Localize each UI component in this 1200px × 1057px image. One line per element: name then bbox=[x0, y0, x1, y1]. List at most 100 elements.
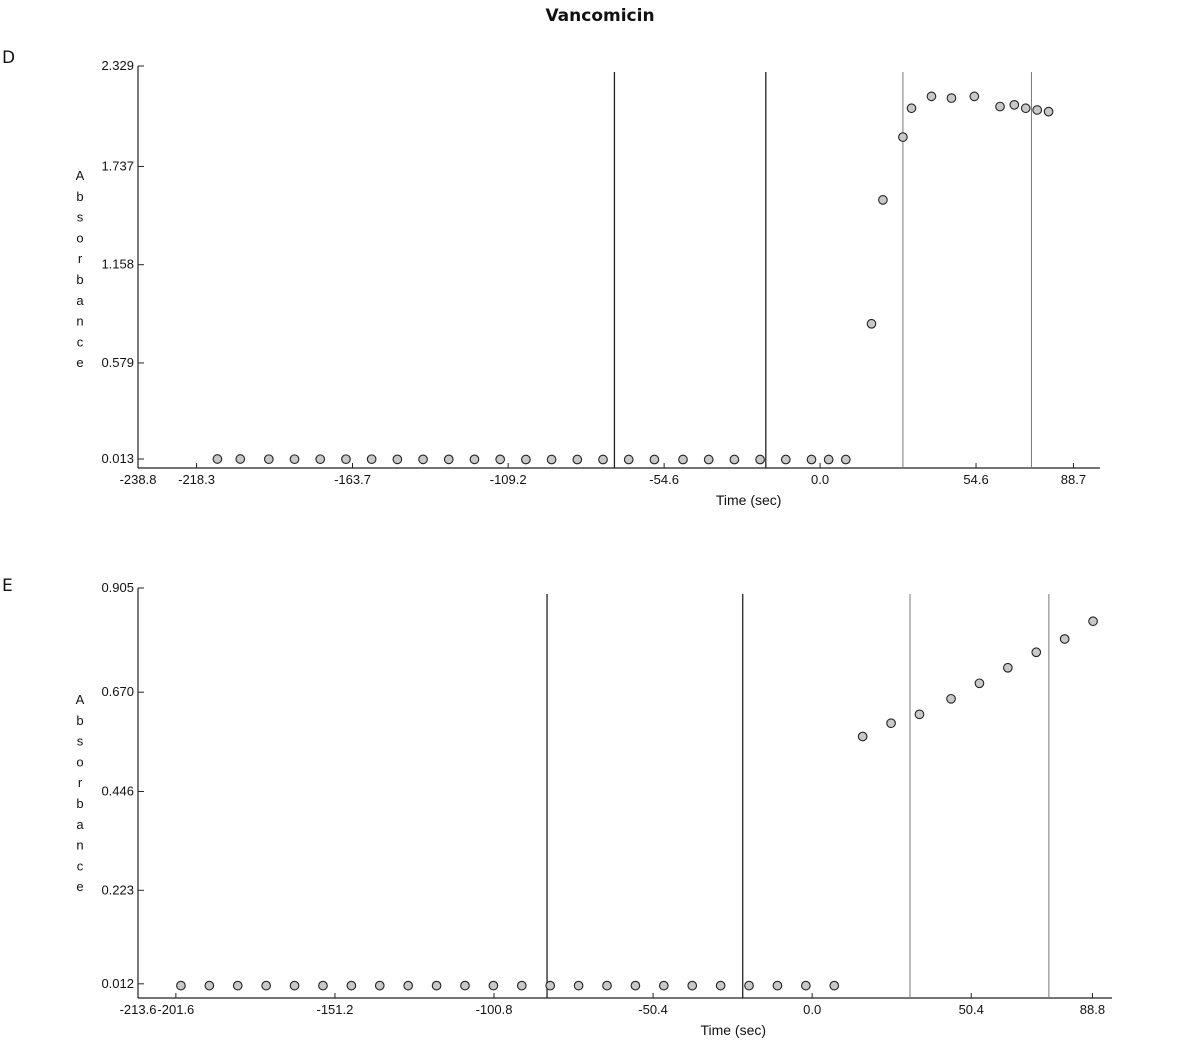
y-tick-label: 1.737 bbox=[101, 158, 134, 173]
data-point bbox=[772, 980, 783, 991]
data-point bbox=[572, 454, 583, 465]
x-tick-label: 0.0 bbox=[803, 1002, 821, 1017]
data-point bbox=[914, 709, 925, 720]
x-tick-label: -213.6 bbox=[120, 1002, 157, 1017]
data-point bbox=[176, 980, 186, 991]
data-point bbox=[545, 980, 556, 991]
data-point bbox=[744, 980, 754, 991]
data-point bbox=[806, 454, 817, 465]
data-point bbox=[392, 454, 403, 465]
data-point bbox=[658, 980, 669, 991]
data-point bbox=[521, 454, 531, 465]
data-point bbox=[516, 980, 527, 991]
data-point bbox=[495, 454, 506, 465]
data-point bbox=[623, 454, 634, 465]
absorbance-chart-e: 0.012 0.223 0.446 0.670 0.905 -213.6 -201.6 -15… bbox=[76, 580, 1112, 1038]
data-point bbox=[678, 454, 688, 465]
data-point bbox=[431, 980, 442, 991]
data-point bbox=[1032, 105, 1043, 115]
data-point bbox=[204, 980, 215, 991]
data-point bbox=[315, 454, 326, 465]
data-point bbox=[235, 454, 246, 464]
data-point bbox=[1088, 616, 1098, 627]
data-point bbox=[715, 980, 726, 991]
data-point bbox=[602, 980, 612, 991]
data-point bbox=[289, 980, 300, 991]
data-point bbox=[687, 980, 698, 991]
x-tick-label: -163.7 bbox=[334, 472, 371, 487]
data-point bbox=[418, 454, 428, 465]
data-point bbox=[780, 454, 791, 465]
x-tick-label: -151.2 bbox=[317, 1002, 354, 1017]
y-tick-label: 0.905 bbox=[101, 580, 134, 595]
x-axis-title: Time (sec) bbox=[700, 1022, 766, 1038]
data-point bbox=[374, 980, 385, 991]
data-point bbox=[488, 980, 499, 991]
x-tick-label: -109.2 bbox=[490, 472, 527, 487]
x-tick-label: 50.4 bbox=[959, 1002, 984, 1017]
data-point bbox=[318, 980, 328, 991]
x-tick-label: 88.8 bbox=[1080, 1002, 1105, 1017]
data-point bbox=[469, 454, 480, 465]
data-point bbox=[823, 454, 834, 465]
panel-label-d: D bbox=[2, 48, 16, 68]
data-point bbox=[1059, 634, 1070, 644]
data-point bbox=[926, 91, 937, 102]
data-point bbox=[974, 678, 985, 689]
data-point bbox=[703, 454, 714, 465]
y-tick-label: 0.013 bbox=[101, 451, 134, 466]
data-point bbox=[866, 318, 877, 329]
data-point bbox=[857, 731, 868, 742]
data-point bbox=[969, 91, 980, 102]
data-point bbox=[460, 980, 470, 991]
data-point bbox=[573, 980, 584, 991]
x-tick-label: 0.0 bbox=[811, 472, 829, 487]
x-tick-label: -100.8 bbox=[476, 1002, 513, 1017]
data-point bbox=[289, 454, 300, 465]
data-point bbox=[946, 93, 957, 103]
data-point bbox=[729, 454, 740, 465]
figure-title: Vancomicin bbox=[545, 6, 655, 26]
data-point bbox=[598, 454, 608, 465]
data-point bbox=[1043, 106, 1054, 117]
data-point bbox=[878, 195, 888, 205]
y-tick-label: 0.579 bbox=[101, 355, 134, 370]
data-point bbox=[946, 693, 956, 704]
data-point bbox=[263, 454, 274, 465]
data-point bbox=[232, 980, 243, 991]
data-point bbox=[898, 132, 908, 142]
x-tick-label: 88.7 bbox=[1061, 472, 1086, 487]
y-tick-label: 2.329 bbox=[101, 58, 134, 73]
data-point bbox=[840, 454, 851, 465]
data-point bbox=[995, 101, 1005, 112]
data-point bbox=[800, 980, 811, 991]
data-point bbox=[649, 454, 660, 465]
data-point bbox=[366, 454, 377, 465]
absorbance-chart-d: 0.013 0.579 1.158 1.737 2.329 -238.8 -218.3 -16… bbox=[76, 58, 1100, 508]
data-point bbox=[346, 980, 357, 991]
data-point bbox=[1009, 100, 1020, 110]
data-point bbox=[212, 454, 223, 464]
panel-label-e: E bbox=[2, 576, 13, 596]
x-tick-label: -201.6 bbox=[157, 1002, 194, 1017]
data-point bbox=[443, 454, 454, 465]
data-point bbox=[1031, 647, 1042, 658]
y-tick-label: 0.670 bbox=[101, 684, 134, 699]
x-tick-label: -238.8 bbox=[120, 472, 157, 487]
data-point bbox=[755, 454, 765, 465]
data-point bbox=[829, 980, 840, 991]
x-tick-label: -218.3 bbox=[178, 472, 215, 487]
data-point bbox=[906, 103, 917, 114]
data-point bbox=[341, 454, 351, 465]
y-tick-label: 0.223 bbox=[101, 882, 134, 897]
x-tick-label: 54.6 bbox=[963, 472, 988, 487]
x-axis-title: Time (sec) bbox=[716, 492, 782, 508]
y-tick-label: 0.446 bbox=[101, 783, 134, 798]
data-point bbox=[1020, 103, 1031, 114]
data-point bbox=[886, 718, 896, 729]
x-tick-label: -50.4 bbox=[638, 1002, 668, 1017]
data-point bbox=[261, 980, 271, 991]
data-point bbox=[630, 980, 641, 991]
